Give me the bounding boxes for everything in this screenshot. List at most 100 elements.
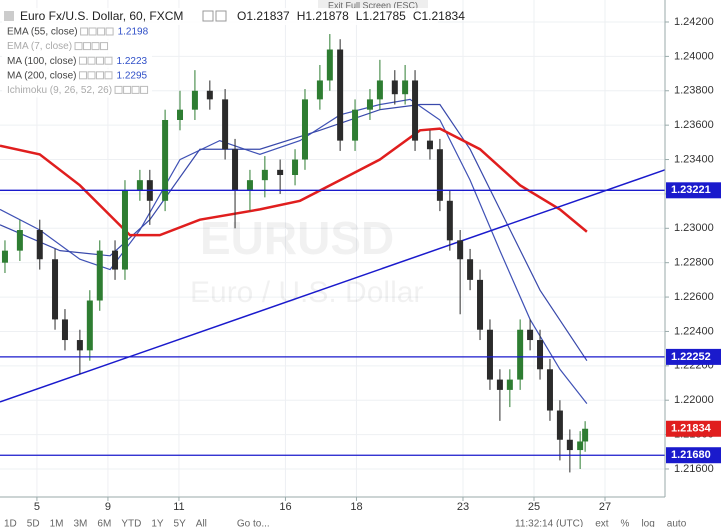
candle-body <box>277 169 284 176</box>
plot <box>0 34 666 473</box>
y-tick-label: 1.22600 <box>674 291 714 303</box>
candle-body <box>112 250 119 270</box>
x-tick-label: 16 <box>279 501 291 513</box>
chart-title: Euro Fx/U.S. Dollar, 60, FXCM <box>20 9 183 23</box>
legend-icon[interactable] <box>104 56 113 65</box>
toolbar-item[interactable]: 1Y <box>151 519 164 527</box>
candle-body <box>446 200 453 241</box>
legend-icon[interactable] <box>131 85 140 94</box>
toolbar-item[interactable]: auto <box>667 519 687 527</box>
watermark: Euro / U.S. Dollar <box>190 276 423 309</box>
x-tick-label: 18 <box>350 501 362 513</box>
label-bg <box>2 25 152 39</box>
toolbar-item[interactable]: 11:32:14 (UTC) <box>515 519 583 527</box>
legend-icon[interactable] <box>88 27 97 36</box>
settings-icon[interactable] <box>202 10 214 22</box>
settings-icon[interactable] <box>215 10 227 22</box>
candle-body <box>246 180 253 191</box>
y-tick-label: 1.23400 <box>674 153 714 165</box>
toolbar-item[interactable]: log <box>641 519 654 527</box>
candle-body <box>582 428 589 442</box>
toolbar-item[interactable]: Go to... <box>237 519 270 527</box>
legend-name[interactable]: Ichimoku (9, 26, 52, 26) <box>7 85 112 96</box>
candle-body <box>412 80 419 141</box>
toolbar-item[interactable]: 5Y <box>174 519 187 527</box>
toolbar-item[interactable]: 3M <box>74 519 88 527</box>
legend-icon[interactable] <box>114 85 123 94</box>
label-bg <box>2 83 152 98</box>
price-badge-label: 1.23221 <box>671 184 711 196</box>
y-tick-label: 1.21600 <box>674 463 714 475</box>
legend-value: 1.2198 <box>118 27 149 38</box>
candle-body <box>86 300 93 351</box>
legend-name[interactable]: MA (200, close) <box>7 70 76 81</box>
y-tick-label: 1.22000 <box>674 394 714 406</box>
price-axis <box>665 0 721 527</box>
legend-name[interactable]: MA (100, close) <box>7 56 76 67</box>
candle-body <box>96 250 103 301</box>
ma-line <box>0 98 588 405</box>
legend-icon[interactable] <box>95 71 104 80</box>
toolbar-item[interactable]: 5D <box>27 519 40 527</box>
candle-body <box>402 80 409 95</box>
ohlc-value: C1.21834 <box>413 9 465 23</box>
legend-icon[interactable] <box>83 42 92 51</box>
y-tick-label: 1.23800 <box>674 85 714 97</box>
legend-icon[interactable] <box>74 42 83 51</box>
candle-body <box>366 99 373 110</box>
price-badge <box>666 348 721 365</box>
legend-icon[interactable] <box>87 71 96 80</box>
label-bg <box>2 54 152 69</box>
y-tick-label: 1.24000 <box>674 50 714 62</box>
candle-body <box>136 180 143 191</box>
legend-icon[interactable] <box>91 42 100 51</box>
legend-name[interactable]: EMA (55, close) <box>7 27 78 38</box>
label-bg <box>2 68 152 83</box>
legend-icon[interactable] <box>123 85 132 94</box>
toolbar-item[interactable]: 1M <box>50 519 64 527</box>
candle-body <box>1 250 8 263</box>
candle-body <box>486 329 493 380</box>
candle-body <box>316 80 323 100</box>
candle-body <box>76 340 83 351</box>
legend-icon[interactable] <box>140 85 149 94</box>
legend-name[interactable]: EMA (7, close) <box>7 41 72 52</box>
x-tick-label: 25 <box>528 501 540 513</box>
ohlc-value: L1.21785 <box>356 9 406 23</box>
candle-body <box>517 329 524 380</box>
toolbar-item[interactable]: 6M <box>97 519 111 527</box>
candle-body <box>566 439 573 451</box>
x-tick-label: 23 <box>457 501 469 513</box>
candle-body <box>546 369 553 411</box>
candle-body <box>36 230 43 260</box>
legend-icon[interactable] <box>105 27 114 36</box>
legend-icon[interactable] <box>104 71 113 80</box>
fullscreen-hint[interactable]: Exit Full Screen (ESC) <box>328 0 418 10</box>
ma-line <box>0 103 588 362</box>
legend-icon[interactable] <box>78 71 87 80</box>
ohlc-value: O1.21837 <box>237 9 290 23</box>
legend-icon[interactable] <box>95 56 104 65</box>
candle-body <box>261 169 268 181</box>
candle-body <box>16 230 23 251</box>
price-badge <box>666 420 721 437</box>
candle-body <box>426 140 433 150</box>
candle-body <box>292 159 299 176</box>
legend-value: 1.2223 <box>116 56 147 67</box>
legend-icon[interactable] <box>78 56 87 65</box>
toolbar-item[interactable]: All <box>196 519 207 527</box>
collapse-button[interactable] <box>4 11 14 21</box>
toolbar-item[interactable]: 1D <box>4 519 17 527</box>
toolbar-item[interactable]: ext <box>595 519 609 527</box>
legend-icon[interactable] <box>87 56 96 65</box>
candle-body <box>496 379 503 390</box>
candle-body <box>477 279 484 330</box>
candle-body <box>436 149 443 201</box>
toolbar-item[interactable]: YTD <box>121 519 141 527</box>
toolbar-item[interactable]: % <box>621 519 630 527</box>
candle-body <box>232 149 239 191</box>
price-badge-label: 1.22252 <box>671 351 711 363</box>
legend-icon[interactable] <box>80 27 89 36</box>
legend-icon[interactable] <box>97 27 106 36</box>
legend-icon[interactable] <box>100 42 109 51</box>
